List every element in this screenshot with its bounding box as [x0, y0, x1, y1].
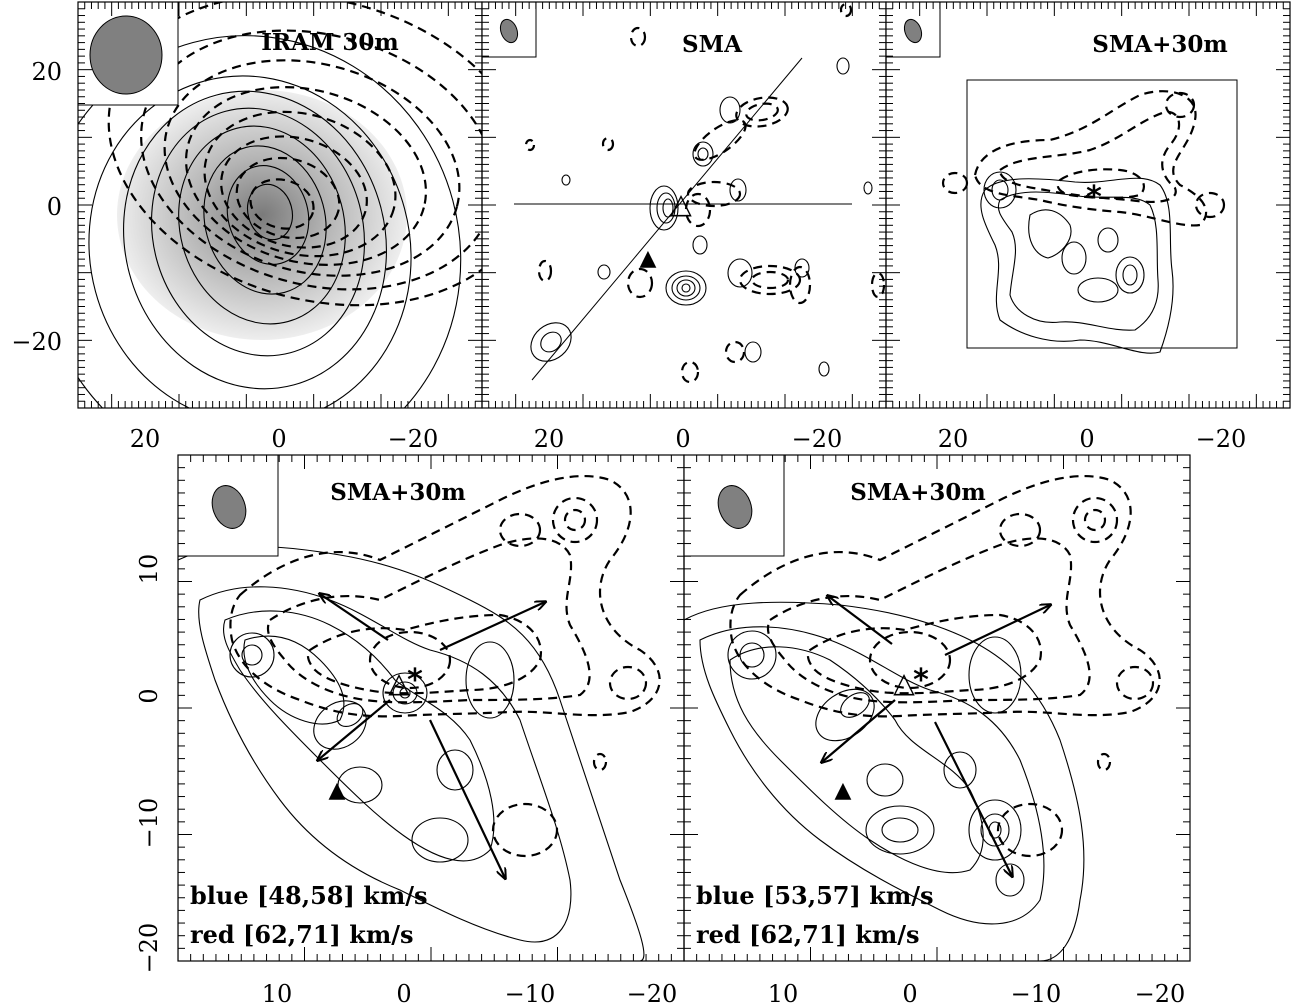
panel-sma-30m-bottom-right: SMA+30m △ * ▲ blue [53,57] km/s red [62,…	[683, 454, 1191, 962]
top-x-axis: 20 0 −20 20 0 −20 20 0 −20	[130, 425, 1247, 453]
y-tick-label: −20	[135, 923, 163, 974]
open-triangle-marker: △	[388, 666, 410, 699]
panel-sma-30m-bottom-left: SMA+30m △ * ▲ blue [48,58] km/s red [62,…	[177, 454, 685, 962]
y-tick-label: 10	[135, 554, 163, 585]
beam-ellipse	[211, 485, 247, 529]
axis-ticks	[77, 1, 1291, 962]
beam-ellipse	[499, 18, 519, 44]
red-contours	[980, 171, 1174, 354]
x-tick-label: −20	[388, 425, 439, 453]
filled-triangle-marker: ▲	[640, 246, 657, 271]
panel-title: SMA+30m	[330, 479, 466, 506]
x-tick-label: 20	[938, 425, 969, 453]
outflow-axis-line	[531, 57, 803, 381]
blue-contours	[229, 474, 661, 858]
x-tick-label: 0	[675, 425, 690, 453]
panel-title: SMA+30m	[850, 479, 986, 506]
x-tick-label: −20	[627, 980, 678, 1007]
star-marker: *	[1086, 180, 1102, 215]
x-tick-label: 10	[262, 980, 293, 1007]
x-tick-label: 0	[271, 425, 286, 453]
star-marker: *	[913, 663, 929, 698]
red-velocity-range: red [62,71] km/s	[190, 920, 414, 949]
bottom-y-axis: 10 0 −10 −20	[135, 554, 163, 974]
y-tick-label: 20	[31, 58, 62, 86]
x-tick-label: −10	[1011, 980, 1062, 1007]
panel-title: IRAM 30m	[261, 29, 399, 56]
panel-title: SMA	[682, 31, 743, 58]
panel-title: SMA+30m	[1092, 31, 1228, 58]
blue-velocity-range: blue [48,58] km/s	[190, 881, 428, 910]
outflow-arrows	[822, 596, 1050, 876]
y-tick-label: 0	[47, 193, 62, 221]
y-tick-label: −20	[11, 328, 62, 356]
zoom-region-box	[966, 79, 1238, 349]
panel-iram-30m: IRAM 30m	[77, 1, 483, 409]
x-tick-label: 0	[1079, 425, 1094, 453]
x-tick-label: −10	[505, 980, 556, 1007]
filled-triangle-marker: ▲	[835, 778, 852, 803]
filled-triangle-marker: ▲	[329, 778, 346, 803]
panel-sma-30m-top: SMA+30m *	[885, 1, 1291, 409]
y-tick-label: −10	[135, 798, 163, 849]
blue-contours	[524, 2, 886, 384]
panel-sma: SMA △ ▲	[481, 1, 887, 409]
x-tick-label: 0	[396, 980, 411, 1007]
x-tick-label: −20	[792, 425, 843, 453]
beam-ellipse	[89, 15, 163, 95]
x-tick-label: 20	[534, 425, 565, 453]
star-marker: *	[407, 663, 423, 698]
blue-velocity-range: blue [53,57] km/s	[696, 881, 934, 910]
outflow-arrows	[318, 594, 545, 878]
bottom-x-axis: 10 0 −10 −20 10 0 −10 −20	[262, 980, 1186, 1007]
open-triangle-marker: △	[670, 187, 692, 220]
x-tick-label: 0	[902, 980, 917, 1007]
red-velocity-range: red [62,71] km/s	[696, 920, 920, 949]
blue-contours	[729, 474, 1161, 858]
beam-ellipse	[717, 485, 753, 529]
y-tick-label: 0	[135, 688, 163, 703]
x-tick-label: 20	[130, 425, 161, 453]
x-tick-label: −20	[1196, 425, 1247, 453]
open-triangle-marker: △	[893, 666, 915, 699]
blue-contours	[941, 90, 1226, 227]
x-tick-label: −20	[1135, 980, 1186, 1007]
beam-ellipse	[903, 18, 923, 44]
x-tick-label: 10	[768, 980, 799, 1007]
top-y-axis: 20 0 −20	[11, 58, 62, 356]
